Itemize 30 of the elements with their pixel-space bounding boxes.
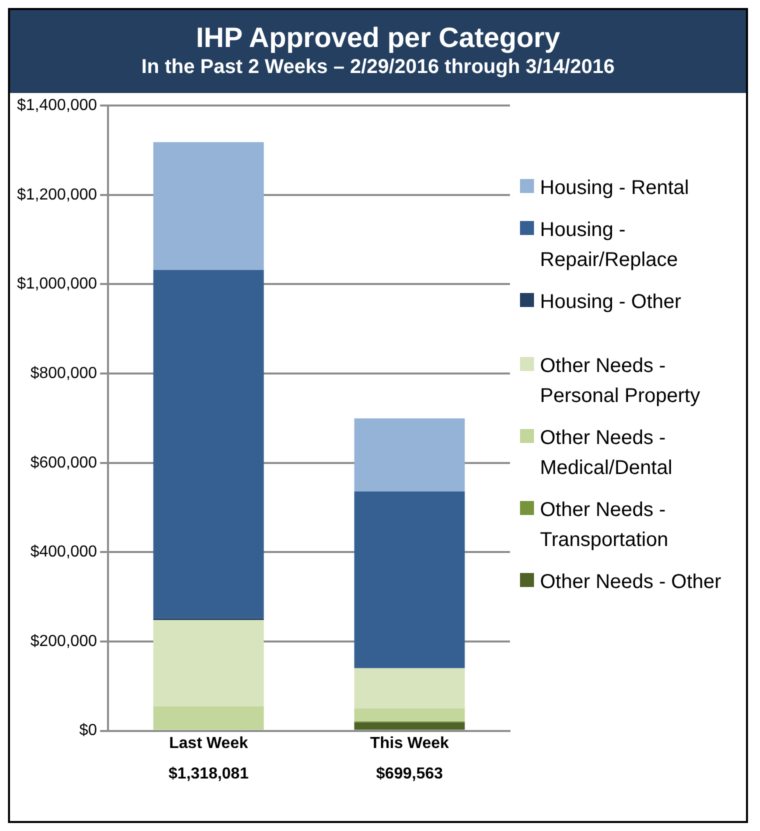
chart-title: IHP Approved per Category (194, 22, 562, 54)
bar (354, 491, 465, 668)
legend-label: Housing - Repair/Replace (540, 218, 679, 273)
bar (153, 706, 264, 730)
y-tick-label: $1,200,000 (17, 186, 98, 204)
bar (354, 708, 465, 722)
bar (354, 418, 465, 492)
chart-subtitle: In the Past 2 Weeks – 2/29/2016 through 3/14/2016 (140, 56, 616, 79)
x-tick-label: Last Week (169, 734, 248, 752)
bar (153, 142, 264, 270)
legend-label: Other Needs - Transportation (540, 498, 670, 553)
legend-label: Other Needs - Personal Property (540, 354, 702, 409)
y-tick-label: $600,000 (30, 454, 98, 472)
legend-label: Housing - Other (540, 290, 682, 315)
x-tick-label: This Week (370, 734, 450, 752)
y-tick-label: $1,400,000 (17, 97, 98, 114)
bar (153, 270, 264, 618)
bar (153, 620, 264, 706)
total-label: $699,563 (376, 765, 443, 782)
legend-label: Other Needs - Other (540, 570, 722, 595)
bar (354, 668, 465, 708)
total-label: $1,318,081 (168, 765, 249, 782)
legend-label: Other Needs - Medical/Dental (540, 426, 674, 481)
y-tick-label: $200,000 (30, 632, 98, 650)
y-tick-label: $800,000 (30, 364, 98, 382)
y-tick-label: $1,000,000 (17, 276, 98, 293)
bar (354, 722, 465, 730)
y-tick-label: $400,000 (30, 544, 98, 561)
y-tick-label: $0 (79, 722, 98, 740)
legend-label: Housing - Rental (540, 176, 689, 201)
